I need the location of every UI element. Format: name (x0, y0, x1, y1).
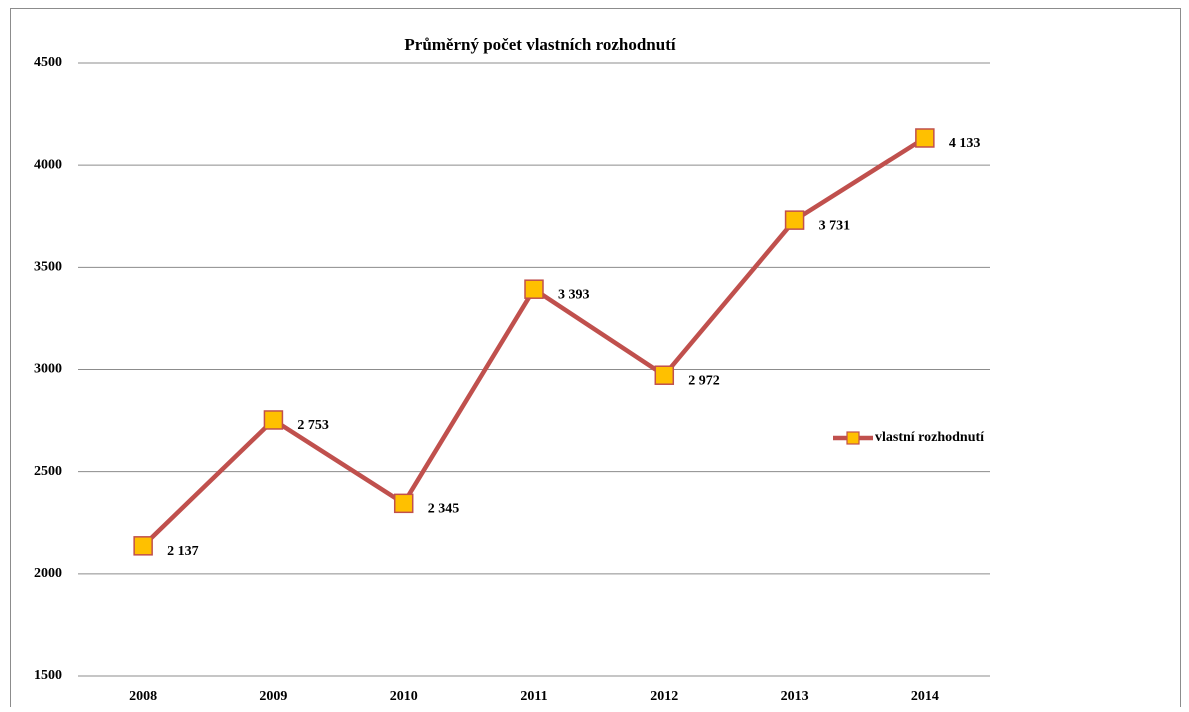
marker (784, 210, 805, 230)
data-label: 3 731 (819, 218, 851, 233)
y-tick-label: 2500 (34, 464, 62, 479)
data-label: 2 972 (688, 373, 720, 388)
x-tick-label: 2009 (259, 689, 287, 704)
y-tick-label: 1500 (34, 668, 62, 683)
data-label: 4 133 (949, 136, 981, 151)
series-line (141, 136, 927, 548)
y-tick-label: 3000 (34, 362, 62, 377)
y-tick-label: 4000 (34, 157, 62, 172)
y-tick-label: 2000 (34, 566, 62, 581)
marker (263, 410, 284, 430)
x-tick-label: 2011 (520, 689, 547, 704)
x-tick-label: 2014 (911, 689, 939, 704)
marker (133, 536, 153, 556)
chart-frame (10, 8, 1181, 707)
y-tick-label: 4500 (34, 55, 62, 70)
data-label: 2 753 (297, 418, 329, 433)
data-label: 2 345 (428, 502, 460, 517)
x-tick-label: 2013 (781, 689, 809, 704)
marker (915, 128, 935, 148)
data-label: 3 393 (558, 287, 590, 302)
x-tick-label: 2008 (129, 689, 157, 704)
marker (524, 279, 544, 299)
x-tick-label: 2010 (390, 689, 418, 704)
marker (393, 493, 414, 514)
data-label: 2 137 (167, 544, 199, 559)
legend-label: vlastní rozhodnutí (875, 430, 985, 445)
y-tick-label: 3500 (34, 260, 62, 275)
marker (654, 365, 675, 385)
chart-title: Průměrný počet vlastních rozhodnutí (404, 35, 675, 54)
legend-marker (846, 431, 860, 445)
x-tick-label: 2012 (650, 689, 678, 704)
